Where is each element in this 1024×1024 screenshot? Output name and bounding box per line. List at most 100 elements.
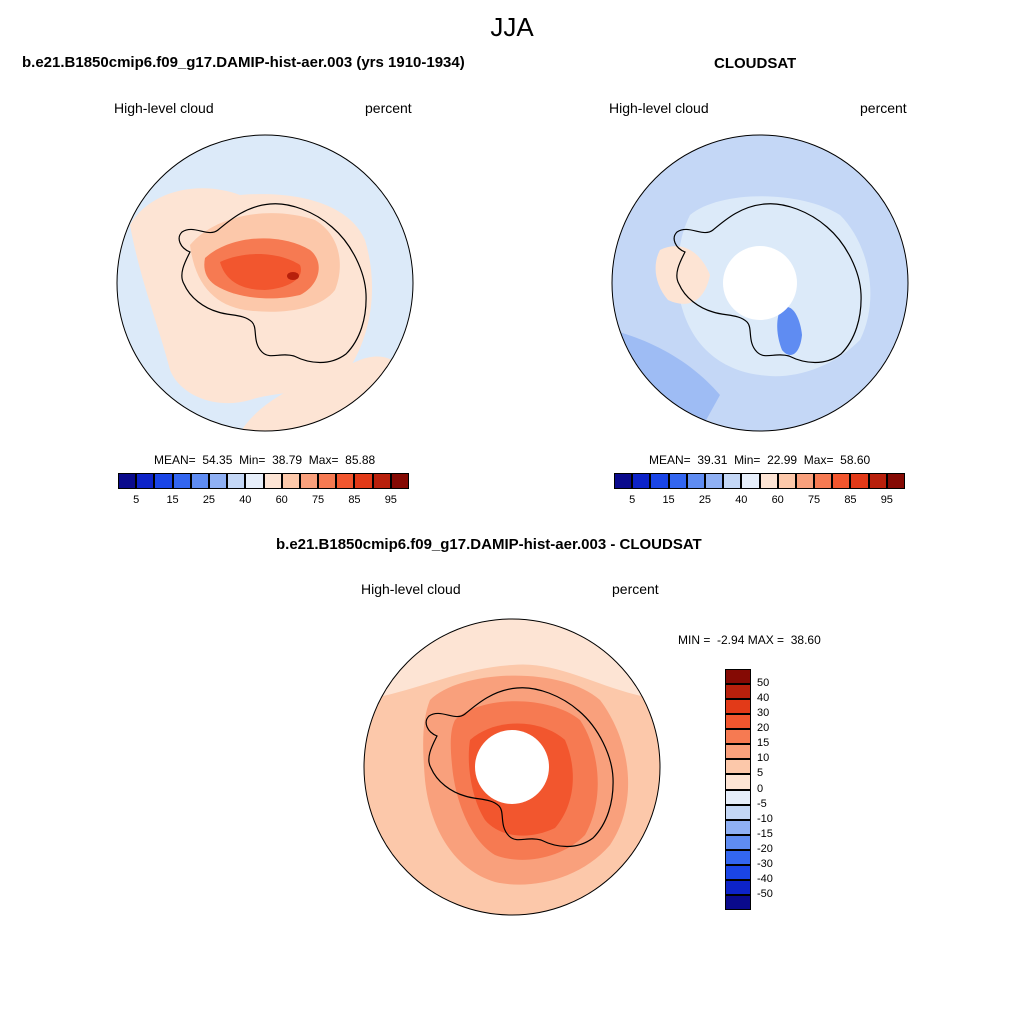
map-3-pole-hole (475, 730, 549, 804)
colorbar-tick-label: -40 (757, 872, 773, 885)
panel-1-max: 85.88 (345, 453, 376, 467)
colorbar-swatch (725, 669, 751, 685)
map-panel-3 (363, 618, 661, 916)
map-1-border (116, 134, 414, 432)
colorbar-tick-label: -5 (757, 797, 767, 810)
panel-2-variable-label: High-level cloud (609, 100, 709, 116)
colorbar-swatch (725, 819, 751, 835)
colorbar-swatch (208, 473, 228, 489)
colorbar-swatch (725, 789, 751, 805)
figure-title: JJA (490, 12, 534, 42)
map-2-pole-hole (723, 246, 797, 320)
colorbar-swatch (704, 473, 724, 489)
panel-1-variable-label: High-level cloud (114, 100, 214, 116)
colorbar-swatch (650, 473, 669, 489)
map-panel-1 (116, 134, 414, 432)
panel-1-mean: 54.35 (202, 453, 233, 467)
colorbar-swatch (725, 834, 751, 850)
panel-1-stats: MEAN= 54.35 Min= 38.79 Max= 85.88 (154, 453, 376, 467)
colorbar-tick-label: -50 (757, 887, 773, 900)
map-panel-2 (611, 134, 909, 432)
colorbar-tick-label: 10 (757, 752, 770, 765)
colorbar-swatch (886, 473, 905, 489)
colorbar-swatch (725, 864, 751, 880)
colorbar-tick-label: 75 (311, 494, 325, 506)
colorbar-tick-label: 5 (133, 494, 140, 506)
colorbar-tick-label: 25 (698, 494, 712, 506)
colorbar-tick-label: 15 (757, 737, 770, 750)
colorbar-swatch (725, 894, 751, 910)
map-3-border (363, 618, 661, 916)
colorbar-tick-label: 40 (735, 494, 748, 506)
colorbar-swatch (868, 473, 887, 489)
colorbar-swatch (850, 473, 869, 489)
colorbar-tick-label: 95 (384, 494, 397, 506)
panel-2-units-label: percent (860, 100, 907, 116)
map-2-band-north (612, 140, 908, 219)
colorbar-swatch (336, 473, 355, 489)
colorbar-tick-label: 0 (757, 782, 764, 795)
colorbar-tick-label: 15 (662, 494, 675, 506)
colorbar-tick-label: 85 (348, 494, 361, 506)
colorbar-swatch (759, 473, 778, 489)
colorbar-panel-1: 5 15 25 40 60 75 85 95 (118, 473, 409, 506)
panel-2-stats: MEAN= 39.31 Min= 22.99 Max= 58.60 (649, 453, 871, 467)
colorbar-tick-label: 5 (629, 494, 636, 506)
colorbar-swatch (725, 714, 751, 730)
map-1-band-85 (220, 254, 301, 290)
colorbar-swatch (725, 879, 751, 895)
colorbar-tick-label: 85 (844, 494, 857, 506)
colorbar-tick-label: 40 (239, 494, 252, 506)
colorbar-swatch (725, 849, 751, 865)
panel-3-units-label: percent (612, 581, 659, 597)
colorbar-swatch (725, 774, 751, 790)
colorbar-swatch (136, 473, 155, 489)
colorbar-tick-label: 40 (757, 692, 770, 705)
colorbar-swatch (354, 473, 373, 489)
colorbar-swatch (227, 473, 246, 489)
colorbar-tick-label: 60 (771, 494, 784, 506)
colorbar-tick-label: 5 (757, 767, 764, 780)
panel-2-mean: 39.31 (697, 453, 728, 467)
panel-3-min: -2.94 (717, 633, 745, 647)
colorbar-swatch (725, 684, 751, 700)
colorbar-swatch (318, 473, 337, 489)
colorbar-swatch (281, 473, 300, 489)
colorbar-tick-label: 25 (202, 494, 216, 506)
colorbar-panel-2: 5 15 25 40 60 75 85 95 (614, 473, 905, 506)
panel-3-variable-label: High-level cloud (361, 581, 461, 597)
colorbar-swatch (372, 473, 391, 489)
colorbar-tick-label: 30 (757, 707, 770, 720)
colorbar-difference: 50 40 30 20 15 10 5 0 -5 -10 -15 -20 -30 -40 -50 (725, 669, 773, 910)
colorbar-swatch (190, 473, 209, 489)
panel-1-title: b.e21.B1850cmip6.f09_g17.DAMIP-hist-aer.… (22, 54, 465, 71)
colorbar-tick-label: -10 (757, 812, 773, 825)
panel-3-stats: MIN = -2.94 MAX = 38.60 (678, 633, 821, 647)
panel-3-max: 38.60 (790, 633, 821, 647)
panel-3-title: b.e21.B1850cmip6.f09_g17.DAMIP-hist-aer.… (276, 536, 702, 553)
panel-1-min: 38.79 (272, 453, 303, 467)
map-1-max-spot (287, 272, 299, 280)
map-2-min-patch (777, 306, 802, 355)
colorbar-tick-label: 50 (757, 677, 770, 690)
colorbar-swatch (172, 473, 191, 489)
colorbar-swatch (723, 473, 742, 489)
colorbar-swatch (832, 473, 851, 489)
colorbar-swatch (390, 473, 409, 489)
map-1-band-60-south (225, 356, 413, 431)
colorbar-swatch (741, 473, 760, 489)
colorbar-swatch (668, 473, 687, 489)
panel-2-min: 22.99 (767, 453, 798, 467)
panel-2-max: 58.60 (840, 453, 871, 467)
panel-1-units-label: percent (365, 100, 412, 116)
colorbar-swatch (299, 473, 319, 489)
colorbar-swatch (777, 473, 796, 489)
colorbar-tick-label: 15 (166, 494, 179, 506)
colorbar-swatch (263, 473, 282, 489)
colorbar-tick-label: -30 (757, 857, 773, 870)
map-2-border (611, 134, 909, 432)
colorbar-swatch (614, 473, 633, 489)
colorbar-swatch (814, 473, 833, 489)
colorbar-swatch (154, 473, 173, 489)
